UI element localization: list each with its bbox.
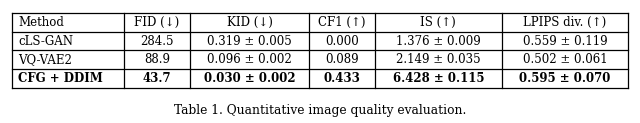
Text: 88.9: 88.9 <box>144 53 170 66</box>
Text: 0.096 ± 0.002: 0.096 ± 0.002 <box>207 53 292 66</box>
Text: 43.7: 43.7 <box>143 72 171 85</box>
Text: KID (↓): KID (↓) <box>227 16 273 29</box>
Text: FID (↓): FID (↓) <box>134 16 179 29</box>
Text: VQ-VAE2: VQ-VAE2 <box>18 53 72 66</box>
Text: 0.559 ± 0.119: 0.559 ± 0.119 <box>523 35 607 48</box>
Text: CF1 (↑): CF1 (↑) <box>318 16 366 29</box>
Text: 0.433: 0.433 <box>324 72 360 85</box>
Text: 6.428 ± 0.115: 6.428 ± 0.115 <box>392 72 484 85</box>
Text: CFG + DDIM: CFG + DDIM <box>18 72 102 85</box>
Text: Method: Method <box>18 16 64 29</box>
Text: 0.595 ± 0.070: 0.595 ± 0.070 <box>520 72 611 85</box>
Text: 0.000: 0.000 <box>325 35 359 48</box>
Text: 284.5: 284.5 <box>140 35 173 48</box>
Text: LPIPS div. (↑): LPIPS div. (↑) <box>524 16 607 29</box>
Text: 0.030 ± 0.002: 0.030 ± 0.002 <box>204 72 295 85</box>
Text: cLS-GAN: cLS-GAN <box>18 35 73 48</box>
Text: IS (↑): IS (↑) <box>420 16 456 29</box>
Text: 2.149 ± 0.035: 2.149 ± 0.035 <box>396 53 481 66</box>
Text: 1.376 ± 0.009: 1.376 ± 0.009 <box>396 35 481 48</box>
Text: Table 1. Quantitative image quality evaluation.: Table 1. Quantitative image quality eval… <box>174 104 466 117</box>
Text: 0.502 ± 0.061: 0.502 ± 0.061 <box>523 53 607 66</box>
Text: 0.319 ± 0.005: 0.319 ± 0.005 <box>207 35 292 48</box>
Text: 0.089: 0.089 <box>325 53 359 66</box>
